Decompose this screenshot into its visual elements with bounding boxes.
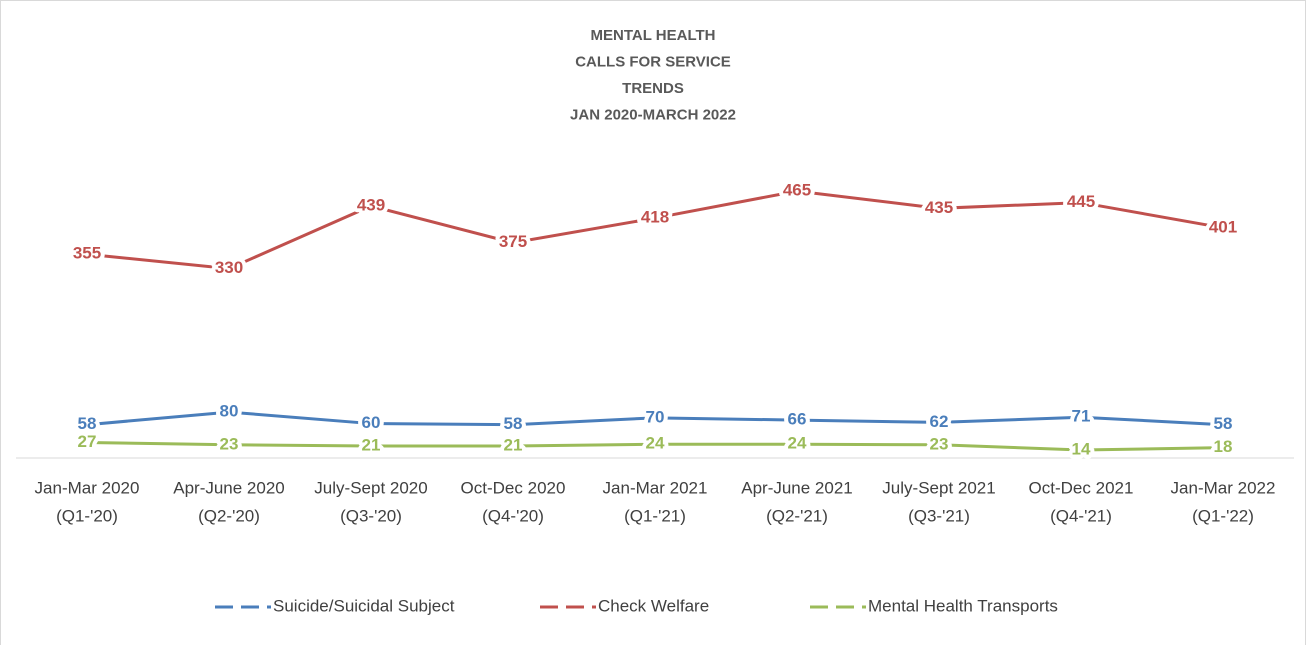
data-label: 66	[788, 410, 807, 429]
x-tick-label: (Q1-'20)	[56, 506, 118, 525]
series-line	[85, 410, 1225, 427]
x-tick-label: Oct-Dec 2020	[461, 478, 566, 497]
data-label: 439	[357, 195, 385, 214]
data-label: 58	[504, 414, 523, 433]
x-tick-label: Apr-June 2021	[741, 478, 853, 497]
x-tick-label: (Q2-'20)	[198, 506, 260, 525]
data-label: 62	[930, 412, 949, 431]
data-label: 355	[73, 244, 101, 263]
x-tick-label: (Q1-'21)	[624, 506, 686, 525]
data-label: 418	[641, 208, 669, 227]
x-tick-label: July-Sept 2020	[314, 478, 427, 497]
data-label: 465	[783, 181, 811, 200]
x-tick-label: (Q1-'22)	[1192, 506, 1254, 525]
series-line	[85, 189, 1225, 271]
x-tick-label: (Q3-'21)	[908, 506, 970, 525]
data-label: 401	[1209, 217, 1237, 236]
data-label: 23	[220, 434, 239, 453]
data-label: 71	[1072, 407, 1091, 426]
series-line	[85, 441, 1225, 452]
data-label: 330	[215, 258, 243, 277]
data-label: 80	[220, 402, 239, 421]
data-label: 18	[1214, 437, 1233, 456]
data-label: 435	[925, 198, 953, 217]
x-tick-label: (Q2-'21)	[766, 506, 828, 525]
data-label: 24	[788, 434, 807, 453]
legend-label: Suicide/Suicidal Subject	[273, 596, 455, 615]
legend-label: Check Welfare	[598, 596, 709, 615]
data-label: 27	[78, 432, 97, 451]
x-tick-label: Jan-Mar 2020	[35, 478, 140, 497]
x-tick-label: Jan-Mar 2022	[1171, 478, 1276, 497]
data-label: 23	[930, 434, 949, 453]
chart-title: MENTAL HEALTH	[591, 27, 716, 44]
chart-title: TRENDS	[622, 80, 684, 97]
data-label: 14	[1072, 439, 1091, 458]
data-label: 445	[1067, 192, 1095, 211]
chart-title: JAN 2020-MARCH 2022	[570, 106, 736, 123]
legend-label: Mental Health Transports	[868, 596, 1058, 615]
data-label: 375	[499, 232, 527, 251]
x-tick-label: Jan-Mar 2021	[603, 478, 708, 497]
x-tick-label: (Q4-'21)	[1050, 506, 1112, 525]
data-label: 21	[362, 435, 381, 454]
x-tick-label: Apr-June 2020	[173, 478, 285, 497]
data-label: 58	[78, 414, 97, 433]
data-label: 21	[504, 435, 523, 454]
data-label: 24	[646, 434, 665, 453]
data-label: 70	[646, 407, 665, 426]
x-tick-label: (Q3-'20)	[340, 506, 402, 525]
x-tick-label: (Q4-'20)	[482, 506, 544, 525]
x-tick-label: July-Sept 2021	[882, 478, 995, 497]
x-tick-label: Oct-Dec 2021	[1029, 478, 1134, 497]
data-label: 58	[1214, 414, 1233, 433]
data-label: 60	[362, 413, 381, 432]
chart-title: CALLS FOR SERVICE	[575, 53, 731, 70]
